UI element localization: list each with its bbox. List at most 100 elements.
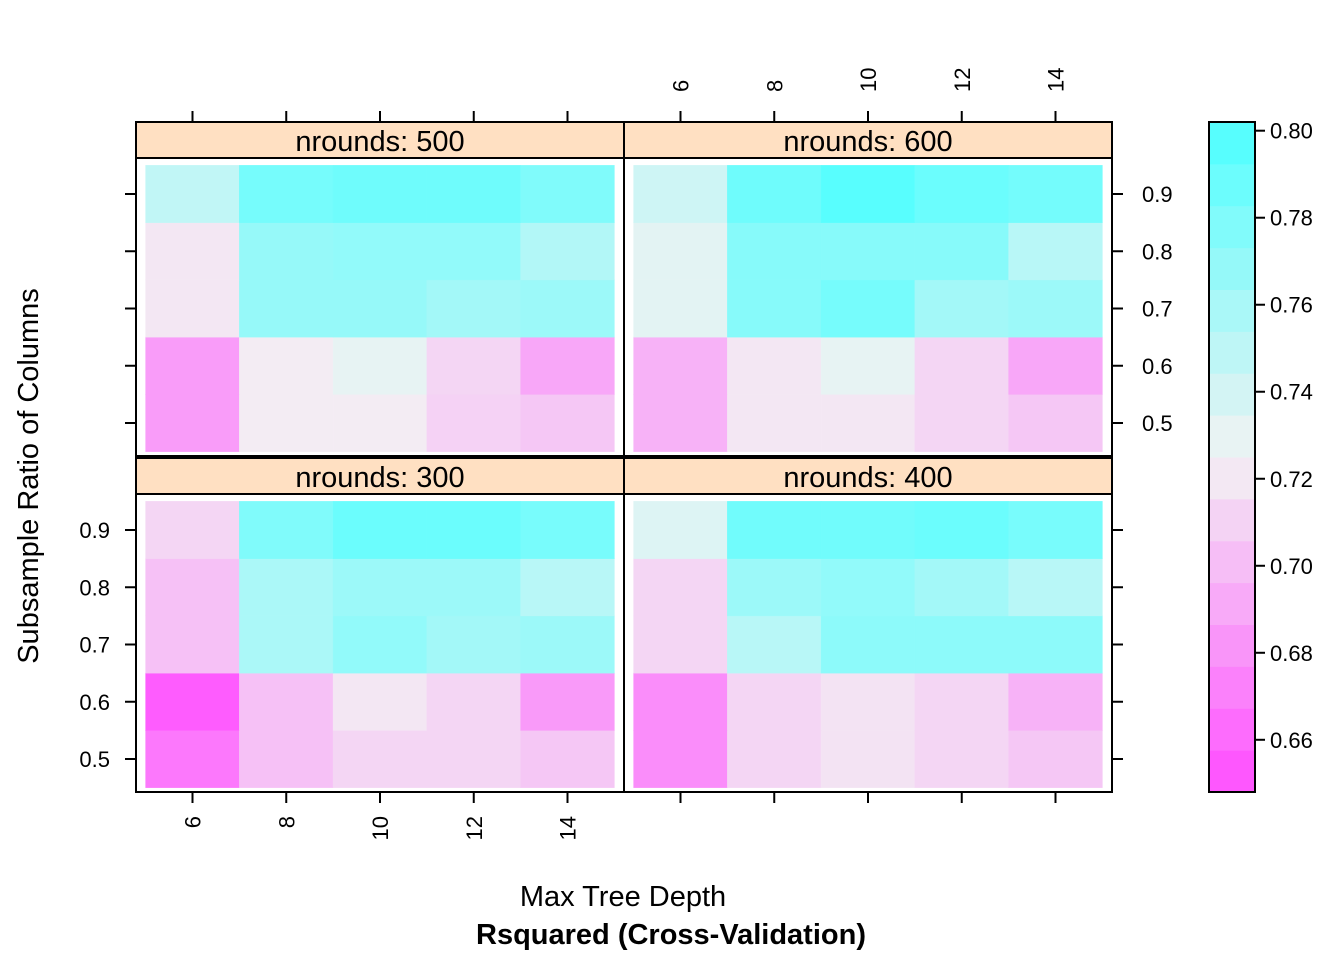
chart-subtitle: Rsquared (Cross-Validation) [476,919,866,951]
heatmap-cell [820,222,916,281]
heatmap-cell [145,222,240,281]
heatmap-cell [1008,501,1103,559]
heatmap-cell [239,394,334,452]
colorbar-band [1209,582,1255,625]
heatmap-cell [1008,672,1103,731]
heatmap-cell [520,336,615,395]
heatmap-cell [520,730,615,788]
heatmap-cell [332,672,428,731]
heatmap-cell [426,730,521,788]
x-tick-label: 14 [556,816,581,840]
heatmap-cell [332,336,428,395]
colorbar-band [1209,415,1255,458]
heatmap-cell [426,222,521,281]
heatmap-cell [145,730,240,788]
heatmap-cell [633,730,728,788]
heatmap-cell [820,165,916,223]
y-tick-label: 0.7 [79,633,110,658]
heatmap-cell [239,501,334,559]
heatmap-cell [727,222,822,281]
heatmap-cell [1008,394,1103,452]
heatmap-cell [914,730,1009,788]
heatmap-cell [633,615,728,674]
heatmap-cell [820,615,916,674]
x-tick-label: 8 [762,80,787,92]
y-tick-label: 0.5 [1142,411,1173,436]
heatmap-cell [633,394,728,452]
panel-strip-label: nrounds: 400 [783,462,952,494]
colorbar: 0.66 0.68 0.70 0.72 0.74 0.76 0.78 0.80 [1208,119,1313,793]
heatmap-cell [520,222,615,281]
heatmap-cell [426,558,521,617]
heatmap-cell [239,165,334,223]
heatmap-cell [332,222,428,281]
heatmap-cell [1008,336,1103,395]
heatmap-cell [426,336,521,395]
colorbar-band [1209,163,1255,207]
heatmap-cell [145,279,240,338]
heatmap-cell [332,394,428,452]
heatmap-cell [820,279,916,338]
heatmap-cell [1008,558,1103,617]
heatmap-cell [239,222,334,281]
heatmap-cell [145,336,240,395]
colorbar-band [1209,457,1255,500]
heatmap-cell [633,336,728,395]
panel-strip [623,121,1113,159]
heatmap-cell [727,279,822,338]
colorbar-tick-label: 0.74 [1270,380,1313,405]
y-tick-label: 0.5 [79,747,110,772]
heatmap-cell [633,501,728,559]
heatmap-cell [727,730,822,788]
panel-frames: nrounds: 500 nrounds: 600 nrounds: 300 nrou… [135,121,1113,793]
x-tick-label: 8 [274,816,299,828]
heatmap-cell [633,672,728,731]
heatmap-cell [145,615,240,674]
heatmap-cell [727,615,822,674]
heatmap-cell [426,394,521,452]
heatmap-cell [520,501,615,559]
colorbar-band [1209,289,1255,332]
colorbar-tick-label: 0.66 [1270,728,1313,753]
heatmap-cell [1008,222,1103,281]
heatmap-cell [727,394,822,452]
panel-4 [633,501,1103,788]
heatmap-cell [426,615,521,674]
heatmap-cell [520,394,615,452]
y-tick-label: 0.9 [79,518,110,543]
heatmap-cell [332,558,428,617]
heatmap-cells [145,165,1103,788]
heatmap-cell [332,165,428,223]
heatmap-cell [145,501,240,559]
panel-3 [145,501,615,788]
colorbar-band [1209,750,1255,793]
heatmap-cell [426,165,521,223]
y-tick-label: 0.7 [1142,297,1173,322]
colorbar-band [1209,666,1255,709]
heatmap-cell [727,336,822,395]
y-tick-label: 0.8 [79,575,110,600]
colorbar-band [1209,122,1255,165]
heatmap-cell [820,394,916,452]
panel-strip-label: nrounds: 300 [295,462,464,494]
heatmap-cell [426,672,521,731]
colorbar-band [1209,331,1255,374]
heatmap-cell [426,279,521,338]
x-axis-title: Max Tree Depth [520,881,726,913]
heatmap-cell [239,672,334,731]
panel-2 [633,165,1103,452]
heatmap-cell [820,730,916,788]
colorbar-frame [1208,121,1256,793]
heatmap-cell [914,615,1009,674]
heatmap-cell [914,222,1009,281]
colorbar-band [1209,708,1255,751]
colorbar-band [1209,247,1255,290]
heatmap-cell [426,501,521,559]
heatmap-cell [727,165,822,223]
heatmap-cell [820,336,916,395]
x-tick-label: 12 [462,816,487,840]
heatmap-cell [520,615,615,674]
colorbar-tick-label: 0.78 [1270,206,1313,231]
